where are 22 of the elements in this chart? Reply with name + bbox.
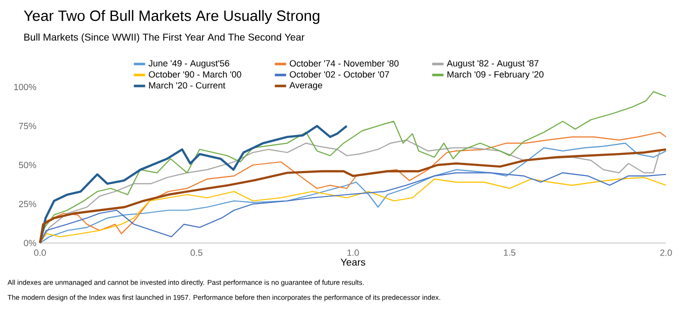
y-tick-label: 75% (18, 122, 36, 130)
y-tick-label: 100% (14, 84, 36, 90)
legend-label: October '74 - November '80 (290, 60, 399, 67)
line-series (38, 124, 348, 244)
chart-subtitle: Bull Markets (Since WWII) The First Year And The Second Year (24, 33, 304, 43)
legend-label: March '20 - Current (149, 82, 226, 89)
y-tick-label: 25% (18, 200, 36, 208)
legend-label: October '02 - October '07 (290, 70, 390, 78)
legend-label: Average (289, 82, 322, 90)
x-tick-label: 2.0 (660, 250, 672, 256)
x-tick-label: 0.5 (190, 250, 202, 256)
x-tick-label: 1.5 (504, 250, 516, 256)
x-tick-label: 1.0 (347, 250, 359, 256)
legend-label: June '49 - August'56 (148, 60, 230, 68)
y-tick-label: 0% (24, 240, 36, 246)
legend-label: August '82 - August '87 (446, 60, 538, 68)
legend-label: October '90 - March '00 (148, 70, 242, 78)
legend-label: March '09 - February '20 (447, 70, 544, 80)
x-tick-label: 0.0 (34, 250, 46, 256)
y-tick-label: 50% (18, 162, 36, 168)
x-axis-title: Years (340, 258, 366, 266)
chart-title: Year Two Of Bull Markets Are Usually Strong (24, 10, 320, 24)
